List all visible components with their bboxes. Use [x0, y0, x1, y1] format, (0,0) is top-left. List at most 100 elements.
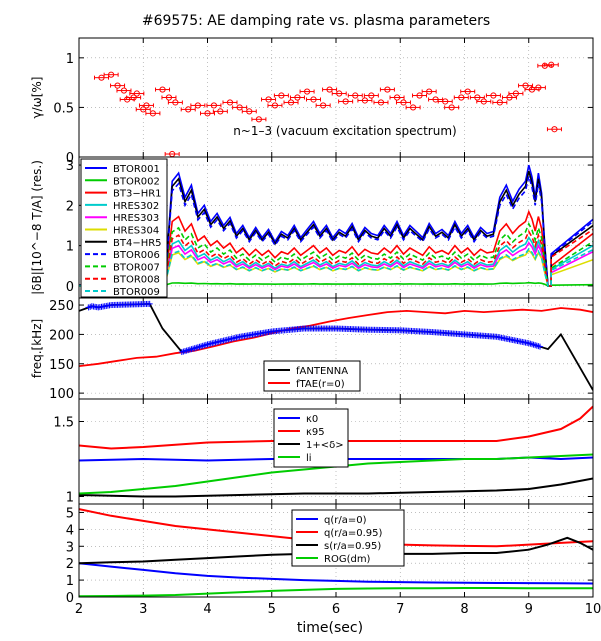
data-point — [421, 88, 437, 95]
data-point — [412, 92, 428, 99]
data-point — [379, 86, 395, 93]
data-point — [273, 92, 289, 99]
y-tick-label: 150 — [49, 358, 74, 373]
x-tick-label: 5 — [268, 602, 276, 617]
legend-entry: HRES304 — [113, 226, 159, 237]
y-tick-label: 200 — [49, 328, 74, 343]
data-point — [164, 150, 180, 157]
data-point — [469, 94, 485, 101]
legend-entry: BT4−HR5 — [113, 238, 162, 249]
x-tick-labels: 2 3 4 5 6 7 8 9 10 — [75, 602, 601, 617]
legend-3: κ0 κ95 1+<δ> li — [273, 408, 349, 468]
legend-entry: s(r/a=0.95) — [324, 541, 381, 552]
data-point — [126, 94, 142, 101]
data-point — [389, 94, 405, 101]
legend-entry: 1+<δ> — [306, 440, 344, 451]
y-tick-label: 0 — [66, 151, 74, 166]
data-point — [200, 110, 215, 117]
data-point — [338, 98, 354, 105]
data-point — [306, 96, 322, 103]
data-point — [363, 92, 379, 99]
series-line — [79, 405, 593, 450]
y-tick-label: 2 — [66, 557, 74, 572]
series-line — [79, 173, 593, 287]
annotation: n~1–3 (vacuum excitation spectrum) — [233, 124, 457, 138]
data-point — [145, 110, 161, 117]
legend-entry: BTOR008 — [113, 275, 160, 286]
data-point — [492, 99, 508, 106]
legend-entry: BTOR009 — [113, 287, 160, 298]
data-point — [395, 99, 411, 106]
x-tick-label: 10 — [585, 602, 601, 617]
data-point — [485, 92, 501, 99]
data-point — [537, 62, 553, 69]
data-point — [135, 106, 151, 113]
y-tick-label: 1.5 — [53, 416, 74, 431]
data-point — [103, 71, 119, 78]
data-point — [261, 96, 277, 103]
legend-entry: fANTENNA — [296, 366, 348, 377]
legend-entry: HRES303 — [113, 213, 159, 224]
data-point — [357, 97, 373, 104]
legend-entry: q(r/a=0.95) — [324, 528, 383, 539]
series-line — [79, 477, 593, 498]
data-point — [222, 99, 238, 106]
data-point — [347, 92, 363, 99]
legend-entry: HRES302 — [113, 201, 159, 212]
plot-area-0 — [93, 61, 562, 157]
y-tick-label: 3 — [66, 159, 74, 174]
legend-entry: BT3−HR1 — [113, 189, 162, 200]
x-axis-label: time(sec) — [297, 620, 363, 636]
legend-entry: q(r/a=0) — [324, 515, 367, 526]
data-point — [232, 104, 248, 111]
data-point — [206, 102, 222, 109]
x-tick-label: 8 — [460, 602, 468, 617]
data-point — [283, 99, 299, 106]
data-point — [289, 94, 305, 101]
y-tick-label: 1 — [66, 240, 74, 255]
legend-entry: li — [306, 453, 312, 464]
data-point — [373, 99, 389, 106]
data-point — [405, 104, 421, 111]
panel-4: 0 1 2 3 4 5 q(r/a=0) q(r/a=0.95) s(r/a=0.95) ROG(… — [66, 503, 594, 606]
legend-entry: BTOR001 — [113, 164, 160, 175]
legend-entry: BTOR002 — [113, 176, 160, 187]
series-line — [79, 587, 593, 597]
data-point — [322, 86, 338, 93]
legend-entry: BTOR006 — [113, 250, 160, 261]
legend-entry: fTAE(r=0) — [296, 379, 345, 390]
legend-entry: ROG(dm) — [324, 554, 371, 565]
panel-3: 1 1.5 κ0 κ95 1+<δ> li — [53, 398, 594, 506]
y-tick-label: 250 — [49, 299, 74, 314]
y-axis-label: γ/ω[%] — [30, 77, 44, 119]
y-tick-label: 5 — [66, 506, 74, 521]
data-point — [437, 98, 453, 105]
data-point — [155, 86, 171, 93]
data-point — [267, 102, 283, 109]
data-point — [331, 90, 347, 97]
panels: 0 0.5 1 γ/ω[%] n~1–3 (vacuum excitation spec… — [30, 37, 594, 606]
data-point — [476, 98, 492, 105]
panel-1: 0 1 2 3 |δB|[10^−8 T/A] (res.) BTOR001BTOR002… — [30, 156, 594, 299]
chart-title: #69575: AE damping rate vs. plasma param… — [142, 13, 490, 29]
legend-entry: κ95 — [306, 427, 325, 438]
data-point — [129, 90, 145, 97]
legend-entry: κ0 — [306, 414, 318, 425]
y-tick-label: 2 — [66, 199, 74, 214]
panel-2: 100 150 200 250 freq.[kHz] fANTENNA fTAE(r=0) — [30, 297, 594, 402]
data-point — [508, 90, 524, 97]
y-tick-label: 0.5 — [53, 101, 74, 116]
y-tick-label: 100 — [49, 387, 74, 402]
y-tick-label: 1 — [66, 574, 74, 589]
legend-entry: BTOR007 — [113, 262, 160, 273]
data-point — [543, 61, 559, 68]
x-tick-label: 6 — [332, 602, 340, 617]
y-axis-label: |δB|[10^−8 T/A] (res.) — [30, 160, 44, 295]
data-point — [546, 126, 562, 133]
x-tick-label: 4 — [203, 602, 211, 617]
legend-4: q(r/a=0) q(r/a=0.95) s(r/a=0.95) ROG(dm) — [291, 509, 405, 567]
series-line — [79, 228, 593, 287]
data-point — [110, 82, 126, 89]
y-tick-label: 1 — [66, 491, 74, 506]
